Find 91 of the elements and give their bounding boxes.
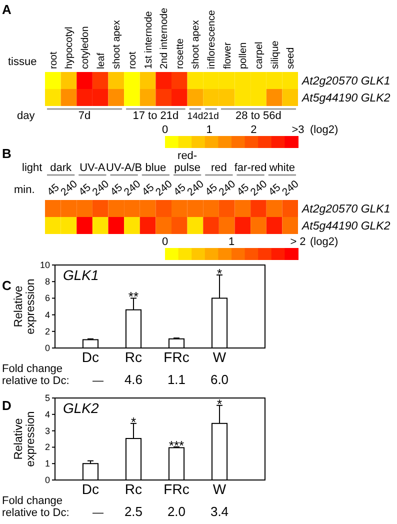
annotation: * bbox=[216, 266, 222, 281]
text: red bbox=[210, 162, 227, 174]
y-tick-label: At5g44190 GLK2 bbox=[301, 220, 391, 232]
text: blue bbox=[145, 162, 166, 174]
text: 21d bbox=[203, 111, 219, 122]
x-tick-label: FRc bbox=[164, 481, 190, 497]
text: 17 to 21d bbox=[132, 110, 179, 122]
text: 28 to 56d bbox=[236, 110, 282, 122]
y-axis-title: Relative expression bbox=[13, 411, 37, 467]
y-tick-label: At5g44190 GLK2 bbox=[301, 92, 391, 104]
x-axis-title: tissue bbox=[8, 56, 37, 68]
x-tick-label: shoot apex bbox=[190, 20, 202, 69]
color-bar-title: (log2) bbox=[310, 124, 338, 136]
x-tick-label: W bbox=[212, 349, 227, 365]
text: A bbox=[2, 2, 12, 17]
x-tick-label: Dc bbox=[82, 481, 100, 497]
x-axis-title: min. bbox=[14, 184, 35, 196]
y-tick-label: 1 bbox=[44, 458, 50, 469]
text: D bbox=[2, 398, 12, 413]
text: white bbox=[268, 162, 296, 174]
y-tick-label: 0 bbox=[44, 343, 50, 353]
x-tick-label: leaf bbox=[96, 52, 107, 69]
text: — bbox=[92, 375, 104, 387]
text: light bbox=[22, 162, 42, 174]
text: B bbox=[2, 146, 12, 161]
text: C bbox=[2, 278, 12, 293]
y-tick-label: At2g20570 GLK1 bbox=[301, 204, 390, 216]
y-tick-label: 6 bbox=[44, 293, 50, 304]
y-axis-title: Relative expression bbox=[13, 278, 37, 334]
x-tick-label: flower bbox=[222, 42, 234, 69]
text: UV-A bbox=[80, 162, 106, 174]
annotation: * bbox=[130, 414, 136, 430]
text: UV-A/B bbox=[106, 162, 142, 174]
y-tick-label: 3 bbox=[44, 426, 50, 436]
y-tick-label: 10 bbox=[40, 260, 50, 270]
x-tick-label: 1st internode bbox=[143, 10, 154, 69]
color-bar-label: >3 bbox=[292, 124, 304, 136]
x-tick-label: W bbox=[212, 481, 227, 497]
y-tick-label: 2 bbox=[44, 442, 50, 452]
color-bar-label: 1 bbox=[206, 124, 212, 136]
annotation: * bbox=[216, 396, 222, 412]
text: 2.5 bbox=[124, 504, 143, 519]
x-tick-label: inflorescence bbox=[206, 10, 218, 69]
y-tick-label: 4 bbox=[44, 310, 50, 320]
color-bar-title: (log2) bbox=[310, 236, 338, 248]
text: relative to Dc: bbox=[2, 507, 70, 519]
x-tick-label: silique bbox=[270, 40, 281, 69]
color-bar-label: 2 bbox=[250, 124, 257, 136]
color-bar-label: > 2 bbox=[290, 236, 306, 248]
x-tick-label: hypocotyl bbox=[64, 26, 76, 69]
x-tick-label: root bbox=[127, 52, 138, 69]
text: 4.6 bbox=[124, 372, 143, 387]
y-tick-label: At2g20570 GLK1 bbox=[301, 76, 390, 88]
text: relative to Dc: bbox=[2, 375, 70, 387]
x-tick-label: rosette bbox=[174, 38, 186, 69]
chart-title: GLK2 bbox=[63, 400, 100, 416]
x-tick-label: cotyledon bbox=[80, 26, 92, 69]
y-tick-label: 5 bbox=[44, 393, 50, 403]
text: 7d bbox=[78, 110, 91, 122]
text: far-red bbox=[234, 162, 267, 174]
y-tick-label: 8 bbox=[44, 276, 50, 287]
x-tick-label: Rc bbox=[124, 481, 142, 497]
x-tick-label: 2nd internode bbox=[159, 7, 170, 69]
text: 3.4 bbox=[210, 504, 229, 519]
color-bar-label: 0 bbox=[162, 124, 168, 136]
x-tick-label: Rc bbox=[124, 349, 142, 365]
x-tick-label: FRc bbox=[164, 349, 190, 365]
annotation: *** bbox=[168, 438, 184, 453]
text: 2.0 bbox=[167, 504, 186, 519]
text: Fold change bbox=[2, 495, 63, 507]
chart-title: GLK1 bbox=[63, 267, 99, 283]
color-bar-label: 0 bbox=[162, 236, 168, 248]
text: 1.1 bbox=[167, 372, 186, 387]
text: red-pulse bbox=[174, 150, 200, 174]
text: 14d bbox=[187, 111, 204, 122]
annotation: ** bbox=[128, 289, 139, 304]
x-tick-label: shoot apex bbox=[112, 20, 123, 69]
x-tick-label: carpel bbox=[254, 42, 265, 69]
x-tick-label: Dc bbox=[82, 349, 100, 365]
text: dark bbox=[50, 162, 72, 174]
x-tick-label: root bbox=[48, 52, 60, 69]
text: Fold change bbox=[2, 363, 63, 375]
y-tick-label: 2 bbox=[44, 326, 50, 336]
text: day bbox=[17, 110, 36, 122]
y-tick-label: 0 bbox=[44, 475, 50, 485]
color-bar-label: 1 bbox=[228, 236, 235, 248]
text: — bbox=[92, 507, 104, 519]
text: 6.0 bbox=[210, 372, 229, 387]
y-tick-label: 4 bbox=[44, 409, 50, 420]
x-tick-label: seed bbox=[286, 47, 297, 69]
x-tick-label: pollen bbox=[238, 42, 250, 69]
